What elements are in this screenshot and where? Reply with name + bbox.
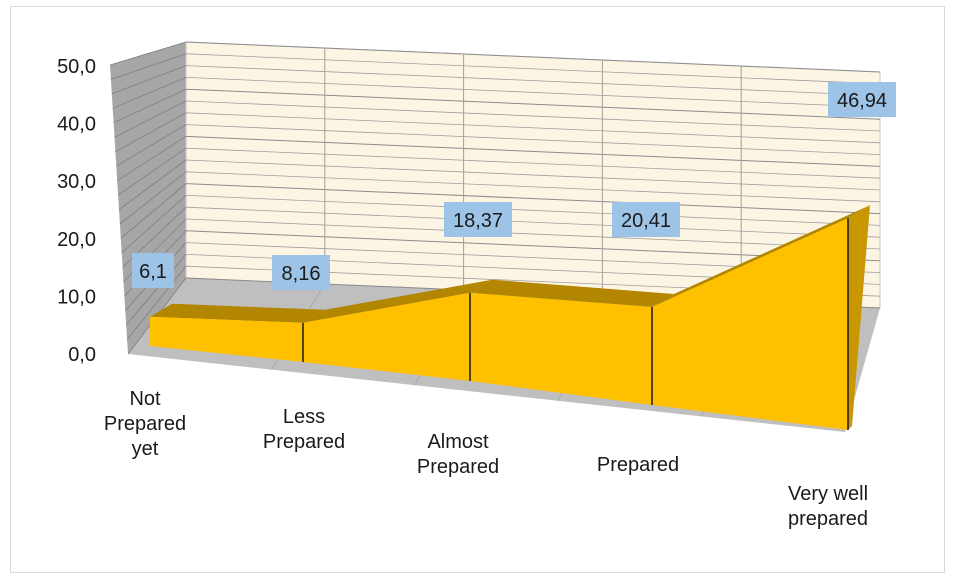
x-category-label-line: prepared <box>788 508 868 530</box>
data-label-box <box>272 255 330 290</box>
data-label: 18,37 <box>444 202 512 237</box>
gridline-side <box>114 100 187 138</box>
data-label-box <box>444 202 512 237</box>
x-category-label: Not Prepared yet <box>104 388 186 460</box>
data-label: 20,41 <box>612 202 680 237</box>
x-category-label-line: yet <box>132 438 159 460</box>
gridline-h <box>185 159 881 191</box>
gridline-h <box>185 218 881 250</box>
x-category-label-line: Less <box>283 406 325 428</box>
y-tick-label: 50,0 <box>57 56 96 78</box>
x-category-label: Very well prepared <box>788 483 868 530</box>
gridline-side <box>120 183 187 239</box>
x-category-label-line: Prepared <box>263 431 345 453</box>
gridline-side <box>112 77 187 109</box>
gridline-side <box>116 124 187 167</box>
data-label: 46,94 <box>828 82 896 117</box>
x-category-label-line: Not <box>129 388 161 410</box>
gridline-h <box>185 88 881 120</box>
area-top-surface <box>470 279 674 307</box>
gridline-h <box>185 206 881 238</box>
data-label: 8,16 <box>272 255 330 290</box>
gridline-side <box>125 254 187 326</box>
x-category-label-line: Prepared <box>417 456 499 478</box>
data-label-text: 46,94 <box>837 90 887 112</box>
gridline-side <box>119 171 187 225</box>
gridline-h <box>185 100 881 132</box>
data-label-box <box>132 253 174 288</box>
y-tick-label: 30,0 <box>57 171 96 193</box>
gridline-side <box>110 53 187 80</box>
x-category-label: Less Prepared <box>263 406 345 453</box>
gridline-h <box>185 124 881 155</box>
data-label-text: 20,41 <box>621 210 671 232</box>
area-front-face <box>150 218 848 430</box>
gridline-side <box>121 195 187 254</box>
x-category-label: Almost Prepared <box>417 431 499 478</box>
gridline-h <box>185 77 881 108</box>
gridline-h <box>185 135 881 167</box>
gridline-h <box>185 65 881 96</box>
area-right-side <box>848 205 870 430</box>
gridline-h <box>185 53 881 85</box>
x-category-label-line: Prepared <box>104 413 186 435</box>
gridline-side <box>126 265 187 340</box>
x-category-label-line: Almost <box>427 431 489 453</box>
data-label-text: 6,1 <box>139 261 167 283</box>
gridline-h <box>185 41 881 73</box>
x-category-label: Prepared <box>597 454 679 476</box>
gridline-side <box>117 147 187 196</box>
area-top-surface <box>652 205 870 307</box>
area-top-surface <box>150 303 325 323</box>
data-label-text: 8,16 <box>282 263 321 285</box>
data-label-box <box>828 82 896 117</box>
gridline-h <box>185 147 881 179</box>
data-label: 6,1 <box>132 253 174 288</box>
data-label-text: 18,37 <box>453 210 503 232</box>
y-tick-label: 20,0 <box>57 229 96 251</box>
gridline-side <box>118 159 187 210</box>
gridline-side <box>109 41 187 66</box>
gridline-h <box>185 183 881 215</box>
gridline-side <box>115 112 187 153</box>
gridline-h <box>185 171 881 203</box>
gridline-h <box>185 112 881 144</box>
gridline-side <box>116 136 187 181</box>
y-tick-label: 0,0 <box>68 344 96 366</box>
area-top-surface <box>303 279 492 323</box>
x-category-label-line: Very well <box>788 483 868 505</box>
gridline-side <box>113 88 187 124</box>
gridline-side <box>111 65 187 95</box>
y-tick-label: 40,0 <box>57 114 96 136</box>
data-label-box <box>612 202 680 237</box>
gridline-h <box>185 195 881 226</box>
y-tick-label: 10,0 <box>57 286 96 308</box>
x-category-label-line: Prepared <box>597 454 679 476</box>
